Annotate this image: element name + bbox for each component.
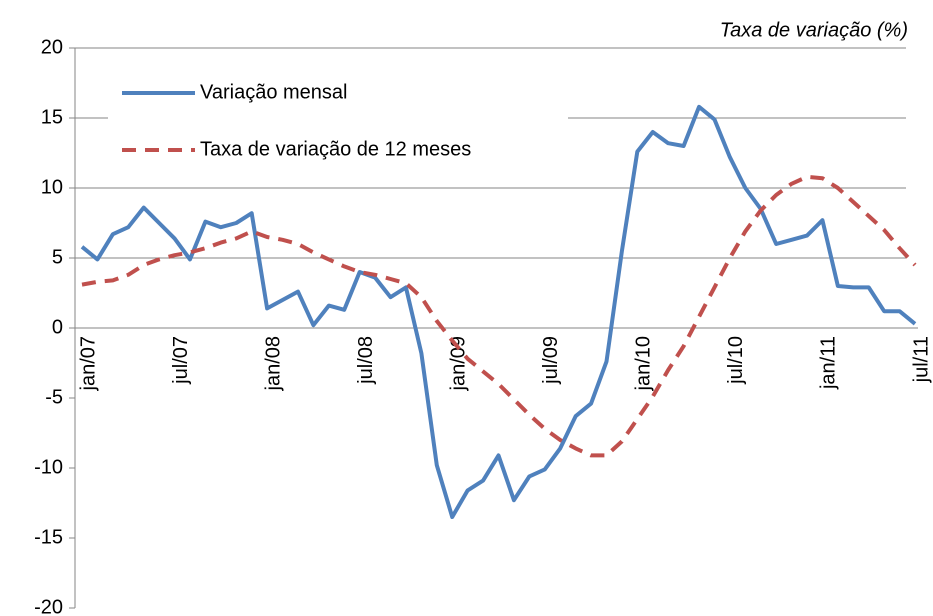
- y-tick-label: 15: [41, 106, 63, 128]
- y-tick-label: -10: [34, 456, 63, 478]
- x-tick-label: jul/09: [540, 336, 562, 385]
- x-tick-label: jan/10: [633, 336, 655, 392]
- legend-label: Variação mensal: [200, 81, 347, 103]
- legend-bg: [108, 70, 568, 180]
- x-tick-label: jul/11: [910, 336, 932, 383]
- x-tick-label: jan/07: [77, 336, 99, 392]
- line-series: [81, 174, 917, 458]
- x-tick-label: jul/07: [170, 336, 192, 385]
- y-tick-label: 5: [52, 246, 63, 268]
- x-tick-label: jan/11: [818, 336, 840, 390]
- y-tick-label: -20: [34, 596, 63, 616]
- legend-label: Taxa de variação de 12 meses: [200, 138, 471, 160]
- y-tick-label: 0: [52, 316, 63, 338]
- x-tick-label: jan/08: [262, 336, 284, 392]
- y-tick-label: 10: [41, 176, 63, 198]
- y-tick-label: -15: [34, 526, 63, 548]
- x-tick-label: jan/09: [448, 336, 470, 392]
- chart-title: Taxa de variação (%): [720, 19, 908, 41]
- x-tick-label: jul/10: [725, 336, 747, 385]
- y-tick-label: -5: [45, 386, 63, 408]
- x-tick-label: jul/08: [355, 336, 377, 385]
- line-series: [80, 104, 917, 519]
- y-tick-label: 20: [41, 36, 63, 58]
